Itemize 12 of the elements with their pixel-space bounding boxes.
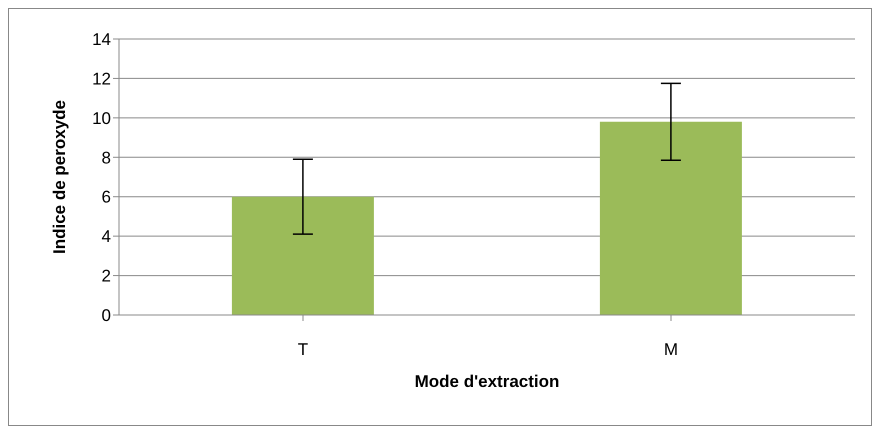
y-axis-title: Indice de peroxyde [50, 100, 70, 254]
x-axis-title: Mode d'extraction [414, 372, 560, 391]
x-tick-label: M [664, 340, 678, 360]
y-tick-label: 8 [102, 148, 111, 168]
x-tick-label: T [298, 340, 308, 360]
y-tick-label: 14 [92, 30, 111, 50]
y-tick-label: 10 [92, 108, 111, 128]
y-tick-label: 4 [102, 227, 111, 246]
y-tick-label: 12 [92, 69, 111, 88]
y-tick-label: 2 [102, 266, 111, 286]
y-tick-label: 0 [102, 306, 111, 326]
y-tick-label: 6 [102, 188, 111, 207]
